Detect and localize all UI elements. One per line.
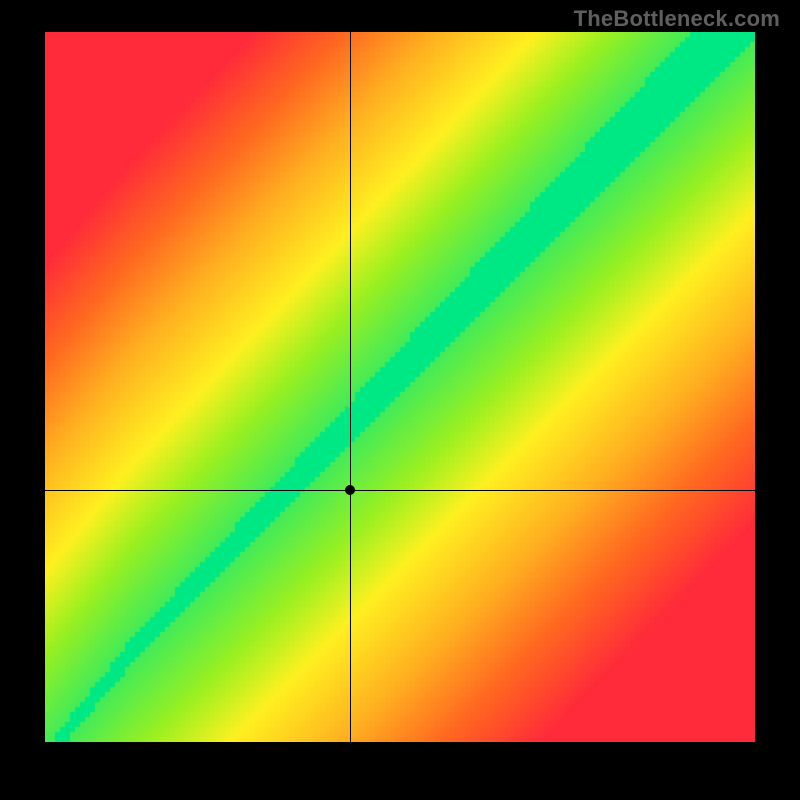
chart-container: TheBottleneck.com (0, 0, 800, 800)
heatmap-canvas (45, 32, 755, 742)
crosshair-vertical (350, 32, 351, 742)
watermark-text: TheBottleneck.com (574, 6, 780, 32)
plot-area (45, 32, 755, 742)
marker-dot (345, 485, 355, 495)
crosshair-horizontal (45, 490, 755, 491)
